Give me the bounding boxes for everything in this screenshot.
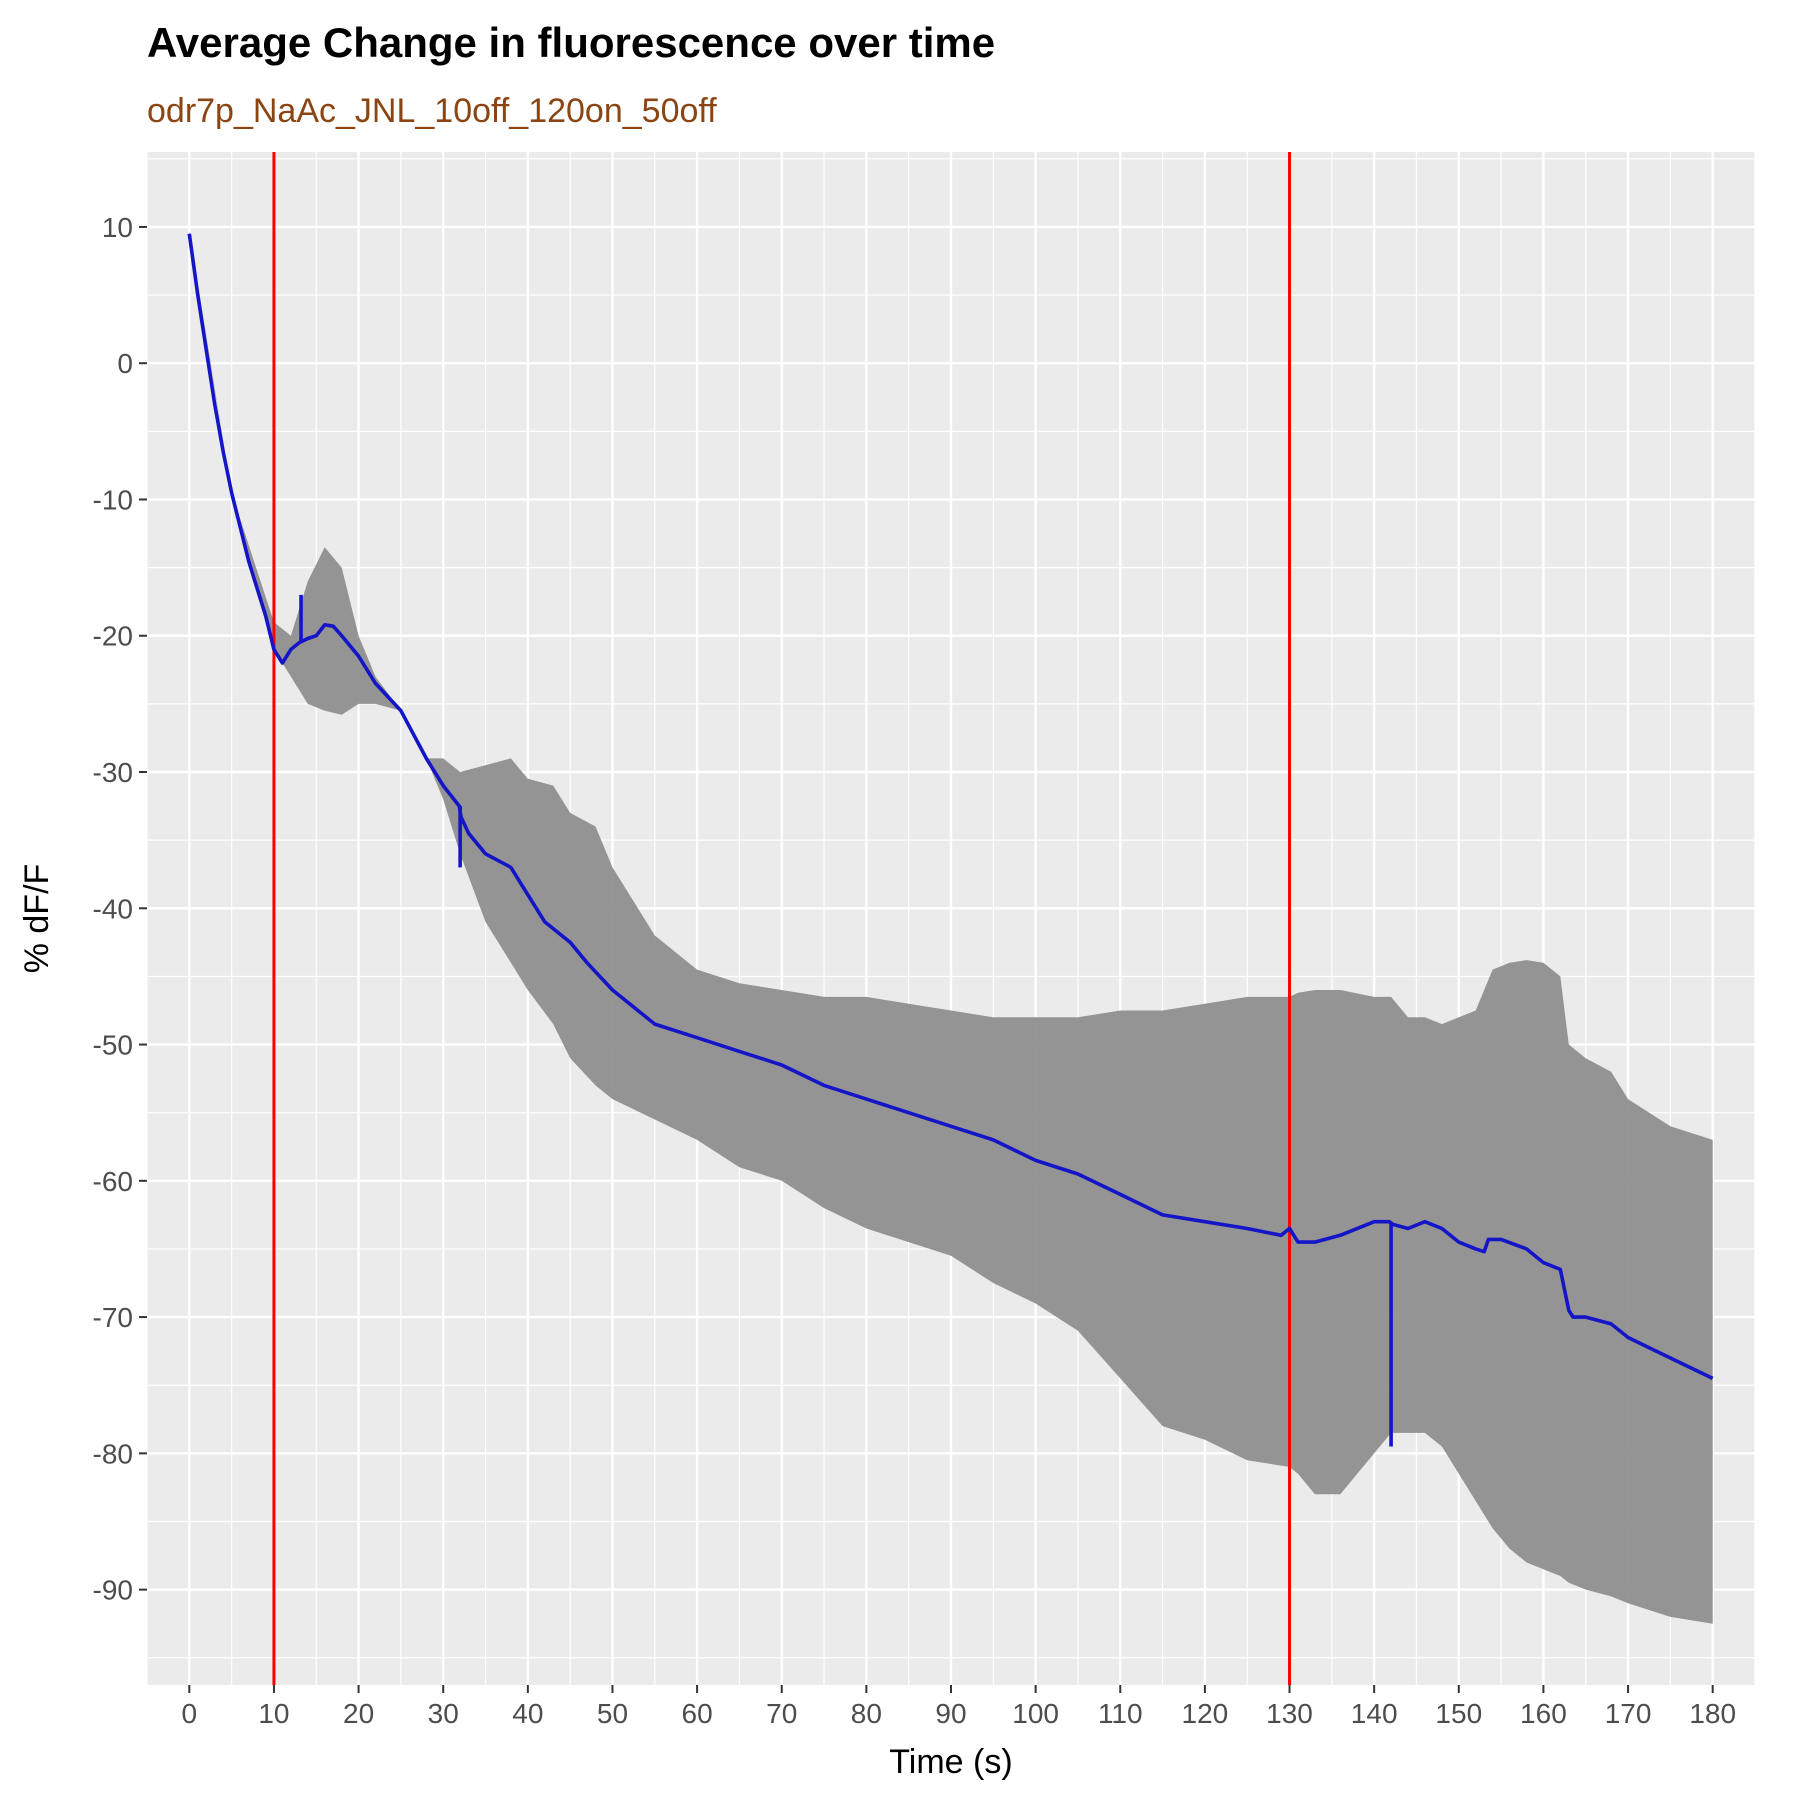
y-tick-label: 0	[117, 348, 133, 379]
chart-title: Average Change in fluorescence over time	[147, 19, 995, 66]
x-axis-title: Time (s)	[889, 1743, 1012, 1781]
y-tick-label: -80	[93, 1438, 133, 1469]
y-tick-label: -70	[93, 1302, 133, 1333]
x-tick-label: 100	[1012, 1698, 1059, 1729]
x-tick-label: 80	[851, 1698, 882, 1729]
y-axis-title: % dF/F	[18, 864, 56, 974]
x-tick-label: 180	[1689, 1698, 1736, 1729]
y-tick-label: -40	[93, 893, 133, 924]
x-tick-label: 40	[512, 1698, 543, 1729]
x-axis-ticks: 0 10 20 30 40 50 60 70 80 90 100 110 120 130 140 150 160…	[182, 1685, 1736, 1729]
mean-line	[187, 233, 1714, 1381]
x-tick-label: 150	[1435, 1698, 1482, 1729]
x-tick-label: 10	[258, 1698, 289, 1729]
x-tick-label: 110	[1098, 1698, 1143, 1729]
x-tick-label: 50	[597, 1698, 628, 1729]
mean-line-spikes	[299, 594, 1393, 1447]
y-tick-label: -20	[93, 621, 133, 652]
x-tick-label: 20	[343, 1698, 374, 1729]
x-tick-label: 140	[1351, 1698, 1398, 1729]
sd-ribbon	[189, 231, 1713, 1624]
y-tick-label: -60	[93, 1166, 133, 1197]
grid-major-lines	[147, 152, 1755, 1685]
x-tick-label: 90	[935, 1698, 966, 1729]
x-tick-label: 70	[766, 1698, 797, 1729]
y-tick-label: -30	[93, 757, 133, 788]
y-axis-ticks: 10 0 -10 -20 -30 -40 -50 -60 -70 -80 -90	[93, 212, 147, 1606]
x-tick-label: 0	[182, 1698, 198, 1729]
y-tick-label: -90	[93, 1575, 133, 1606]
x-tick-label: 160	[1520, 1698, 1567, 1729]
y-tick-label: -10	[93, 484, 133, 515]
chart-subtitle: odr7p_NaAc_JNL_10off_120on_50off	[147, 92, 717, 130]
x-tick-label: 30	[428, 1698, 459, 1729]
x-tick-label: 130	[1266, 1698, 1313, 1729]
x-tick-label: 60	[682, 1698, 713, 1729]
x-tick-label: 170	[1605, 1698, 1652, 1729]
stimulus-vlines	[272, 152, 1292, 1685]
x-tick-label: 120	[1182, 1698, 1229, 1729]
y-tick-label: 10	[102, 212, 133, 243]
y-tick-label: -50	[93, 1030, 133, 1061]
